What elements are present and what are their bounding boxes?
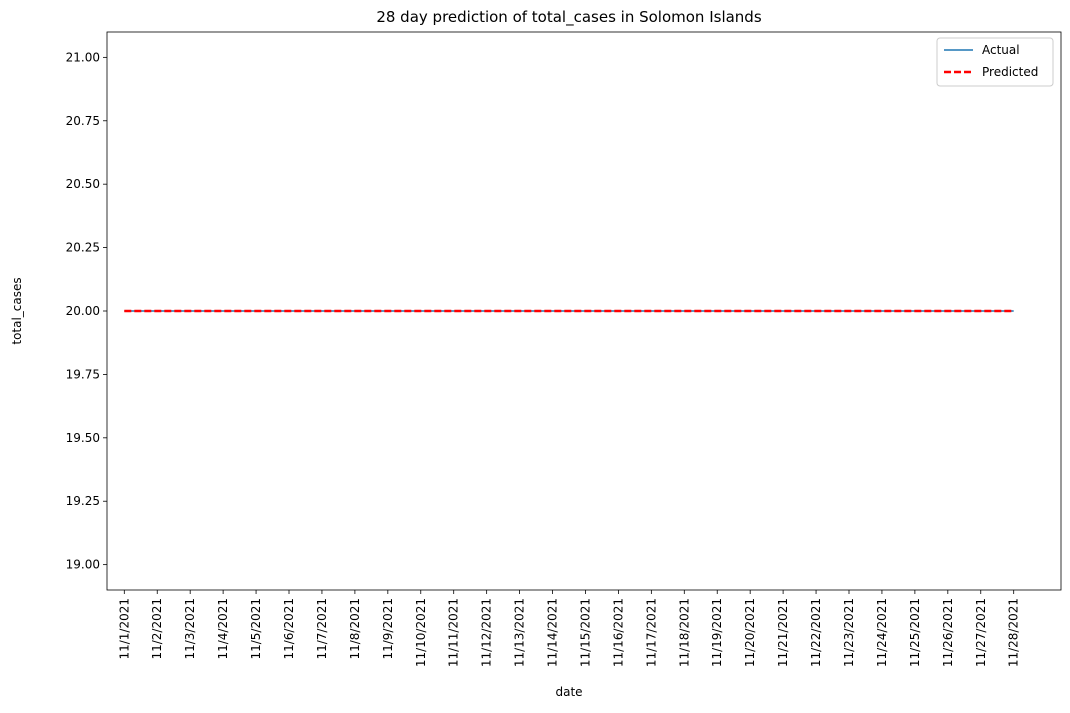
x-tick-label: 11/13/2021 bbox=[513, 598, 527, 667]
x-axis-ticks: 11/1/2021 11/2/2021 11/3/2021 11/4/2021 11/5… bbox=[117, 590, 1021, 667]
x-tick-label: 11/4/2021 bbox=[216, 598, 230, 660]
y-tick-label: 21.00 bbox=[66, 50, 100, 64]
x-tick-label: 11/19/2021 bbox=[710, 598, 724, 667]
x-tick-label: 11/1/2021 bbox=[117, 598, 131, 660]
x-tick-label: 11/25/2021 bbox=[908, 598, 922, 667]
legend-label-predicted: Predicted bbox=[982, 65, 1038, 79]
x-tick-label: 11/21/2021 bbox=[776, 598, 790, 667]
x-tick-label: 11/28/2021 bbox=[1007, 598, 1021, 667]
legend: Actual Predicted bbox=[936, 37, 1054, 87]
y-tick-label: 20.50 bbox=[66, 177, 100, 191]
x-tick-label: 11/26/2021 bbox=[941, 598, 955, 667]
y-axis-ticks: 19.00 19.25 19.50 19.75 20.00 20.25 20.50 20.75… bbox=[66, 50, 107, 572]
y-tick-label: 19.50 bbox=[66, 431, 100, 445]
x-tick-label: 11/3/2021 bbox=[183, 598, 197, 660]
x-tick-label: 11/7/2021 bbox=[315, 598, 329, 660]
x-tick-label: 11/12/2021 bbox=[480, 598, 494, 667]
x-tick-label: 11/14/2021 bbox=[546, 598, 560, 667]
chart-title: 28 day prediction of total_cases in Solo… bbox=[376, 8, 762, 27]
x-tick-label: 11/18/2021 bbox=[677, 598, 691, 667]
x-tick-label: 11/8/2021 bbox=[348, 598, 362, 660]
x-tick-label: 11/11/2021 bbox=[447, 598, 461, 667]
x-tick-label: 11/23/2021 bbox=[842, 598, 856, 667]
y-tick-label: 19.75 bbox=[66, 367, 100, 381]
x-tick-label: 11/17/2021 bbox=[644, 598, 658, 667]
x-axis-label: date bbox=[555, 685, 582, 699]
x-tick-label: 11/16/2021 bbox=[611, 598, 625, 667]
x-tick-label: 11/22/2021 bbox=[809, 598, 823, 667]
x-tick-label: 11/15/2021 bbox=[578, 598, 592, 667]
x-tick-label: 11/24/2021 bbox=[875, 598, 889, 667]
x-tick-label: 11/6/2021 bbox=[282, 598, 296, 660]
x-tick-label: 11/27/2021 bbox=[974, 598, 988, 667]
x-tick-label: 11/20/2021 bbox=[743, 598, 757, 667]
y-axis-label: total_cases bbox=[10, 277, 24, 344]
x-tick-label: 11/2/2021 bbox=[150, 598, 164, 660]
y-tick-label: 19.00 bbox=[66, 558, 100, 572]
plot-area-frame bbox=[106, 31, 1062, 591]
y-tick-label: 20.75 bbox=[66, 114, 100, 128]
y-tick-label: 19.25 bbox=[66, 494, 100, 508]
y-tick-label: 20.25 bbox=[66, 241, 100, 255]
x-tick-label: 11/9/2021 bbox=[381, 598, 395, 660]
y-tick-label: 20.00 bbox=[66, 304, 100, 318]
x-tick-label: 11/5/2021 bbox=[249, 598, 263, 660]
legend-label-actual: Actual bbox=[982, 43, 1020, 57]
x-tick-label: 11/10/2021 bbox=[414, 598, 428, 667]
